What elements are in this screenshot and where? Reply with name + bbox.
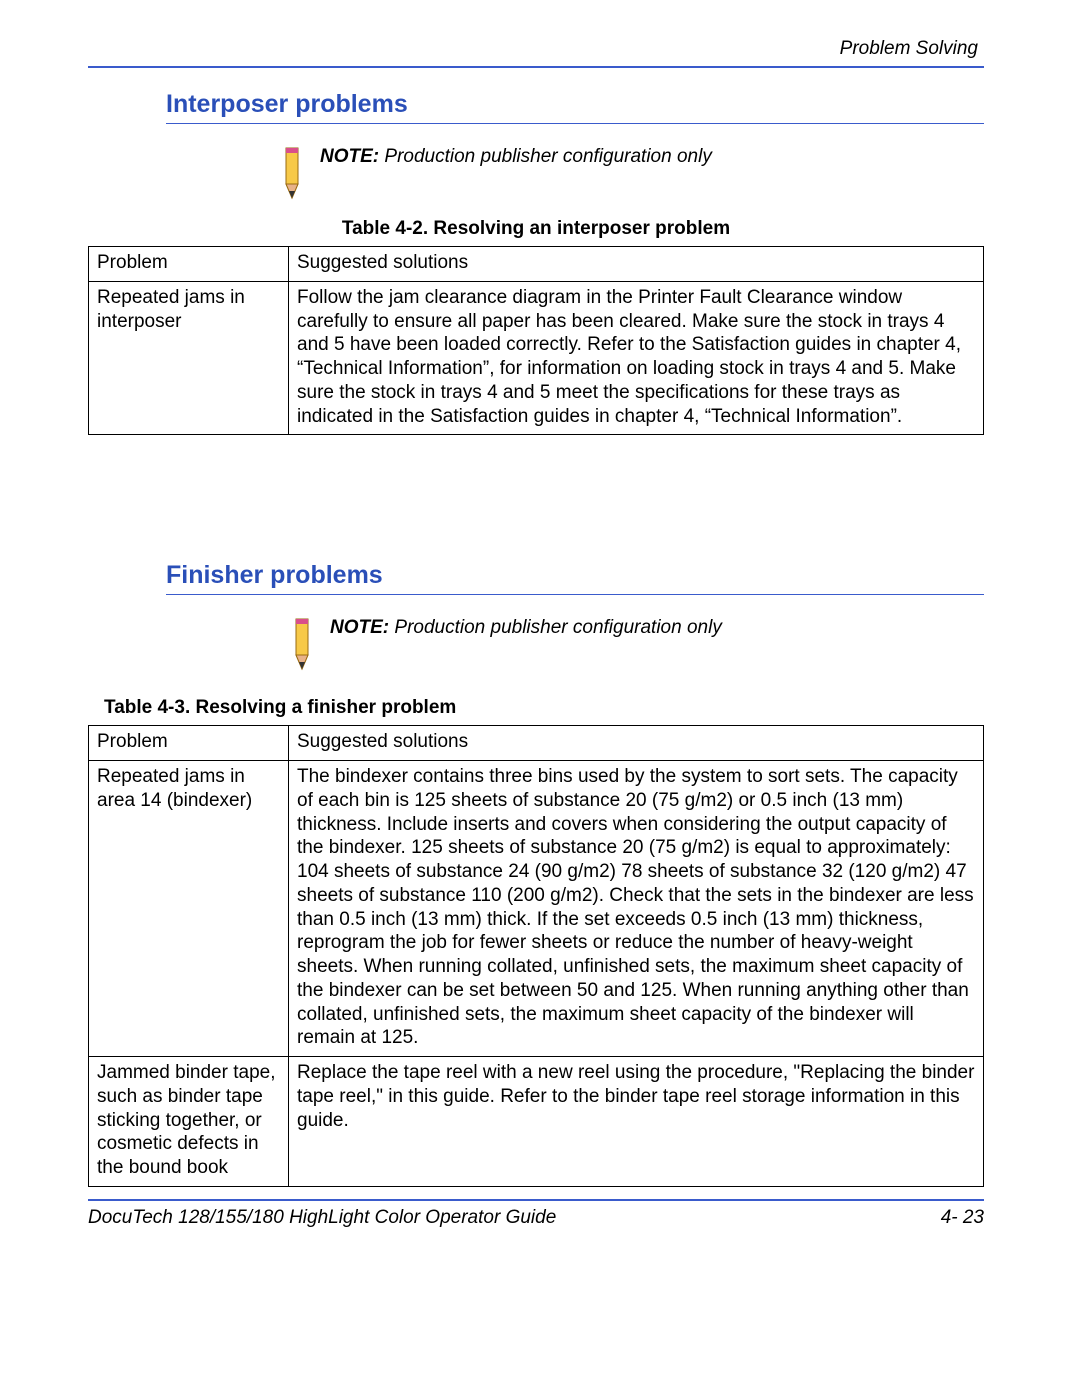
solution-cell: The bindexer contains three bins used by… [289, 761, 984, 1057]
section-rule [166, 594, 984, 595]
footer-rule [88, 1199, 984, 1201]
solution-cell: Replace the tape reel with a new reel us… [289, 1057, 984, 1187]
solution-cell: Follow the jam clearance diagram in the … [289, 281, 984, 435]
section-heading-finisher: Finisher problems [166, 561, 984, 590]
table-row: Jammed binder tape, such as binder tape … [89, 1057, 984, 1187]
col-problem: Problem [89, 726, 289, 761]
finisher-table: Problem Suggested solutions Repeated jam… [88, 725, 984, 1187]
footer-left: DocuTech 128/155/180 HighLight Color Ope… [88, 1207, 556, 1229]
note-label: NOTE: [320, 146, 379, 167]
interposer-table: Problem Suggested solutions Repeated jam… [88, 246, 984, 435]
note-text: NOTE: Production publisher configuration… [330, 615, 722, 639]
pencil-icon [288, 615, 316, 671]
col-problem: Problem [89, 247, 289, 282]
note-text: NOTE: Production publisher configuration… [320, 144, 712, 168]
note-block: NOTE: Production publisher configuration… [288, 615, 984, 671]
header-rule [88, 66, 984, 68]
col-solution: Suggested solutions [289, 247, 984, 282]
pencil-icon [278, 144, 306, 200]
section-rule [166, 123, 984, 124]
problem-cell: Jammed binder tape, such as binder tape … [89, 1057, 289, 1187]
col-solution: Suggested solutions [289, 726, 984, 761]
table-caption-1: Table 4-2. Resolving an interposer probl… [88, 218, 984, 240]
problem-cell: Repeated jams in area 14 (bindexer) [89, 761, 289, 1057]
table-header-row: Problem Suggested solutions [89, 247, 984, 282]
running-head: Problem Solving [88, 38, 984, 66]
table-row: Repeated jams in area 14 (bindexer) The … [89, 761, 984, 1057]
table-row: Repeated jams in interposer Follow the j… [89, 281, 984, 435]
page-content: Problem Solving Interposer problems NOTE… [88, 38, 984, 1229]
section-heading-interposer: Interposer problems [166, 90, 984, 119]
table-header-row: Problem Suggested solutions [89, 726, 984, 761]
note-body: Production publisher configuration only [384, 146, 711, 167]
footer-line: DocuTech 128/155/180 HighLight Color Ope… [88, 1207, 984, 1229]
note-label: NOTE: [330, 617, 389, 638]
note-block: NOTE: Production publisher configuration… [278, 144, 984, 200]
table-caption-2: Table 4-3. Resolving a finisher problem [104, 697, 984, 719]
note-body: Production publisher configuration only [394, 617, 721, 638]
footer-right: 4- 23 [941, 1207, 984, 1229]
problem-cell: Repeated jams in interposer [89, 281, 289, 435]
